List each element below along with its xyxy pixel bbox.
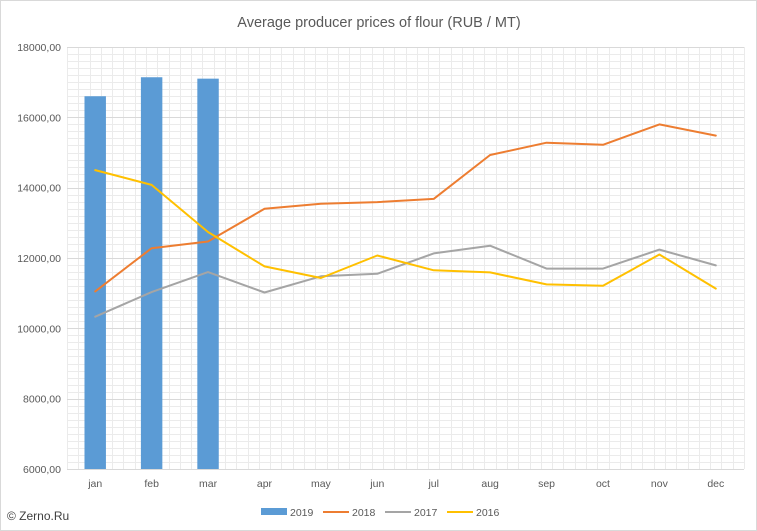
line-series-2017 bbox=[94, 244, 717, 318]
copyright-credit: © Zerno.Ru bbox=[7, 509, 69, 523]
legend-label: 2017 bbox=[414, 507, 438, 519]
x-tick-label: dec bbox=[707, 478, 724, 490]
chart-title: Average producer prices of flour (RUB / … bbox=[237, 15, 520, 31]
x-tick-label: mar bbox=[199, 478, 218, 490]
legend-label: 2016 bbox=[476, 507, 500, 519]
y-tick-label: 12000,00 bbox=[17, 253, 61, 265]
bar-series bbox=[84, 77, 219, 470]
bar-2019-feb bbox=[140, 77, 163, 469]
legend: 2019 2018 2017 2016 bbox=[261, 507, 500, 519]
line-series-2018 bbox=[94, 123, 717, 293]
x-tick-label: jun bbox=[369, 478, 384, 490]
x-tick-label: nov bbox=[651, 478, 669, 490]
line-series-2016 bbox=[94, 169, 717, 290]
legend-swatch bbox=[261, 508, 287, 515]
line-series bbox=[94, 123, 717, 318]
bar-2019-mar bbox=[197, 78, 219, 470]
legend-item-2018: 2018 bbox=[323, 507, 376, 519]
x-tick-label: may bbox=[311, 478, 332, 490]
x-tick-label: aug bbox=[481, 478, 499, 490]
legend-item-2016: 2016 bbox=[447, 507, 500, 519]
legend-label: 2019 bbox=[290, 507, 314, 519]
x-tick-label: feb bbox=[144, 478, 159, 490]
legend-label: 2018 bbox=[352, 507, 376, 519]
legend-item-2019: 2019 bbox=[261, 507, 314, 519]
x-tick-label: sep bbox=[538, 478, 555, 490]
y-tick-label: 10000,00 bbox=[17, 323, 61, 335]
x-tick-label: apr bbox=[257, 478, 273, 490]
y-tick-label: 6000,00 bbox=[23, 464, 61, 476]
bar-2019-jan bbox=[84, 96, 106, 469]
x-tick-label: jan bbox=[87, 478, 102, 490]
y-tick-label: 14000,00 bbox=[17, 183, 61, 195]
axes: 6000,00 8000,00 10000,00 12000,00 14000,00 16… bbox=[17, 42, 744, 490]
y-tick-label: 16000,00 bbox=[17, 112, 61, 124]
x-tick-label: jul bbox=[427, 478, 439, 490]
legend-item-2017: 2017 bbox=[385, 507, 438, 519]
y-tick-label: 8000,00 bbox=[23, 394, 61, 406]
x-tick-label: oct bbox=[596, 478, 610, 490]
gridlines bbox=[67, 47, 745, 470]
y-tick-label: 18000,00 bbox=[17, 42, 61, 54]
